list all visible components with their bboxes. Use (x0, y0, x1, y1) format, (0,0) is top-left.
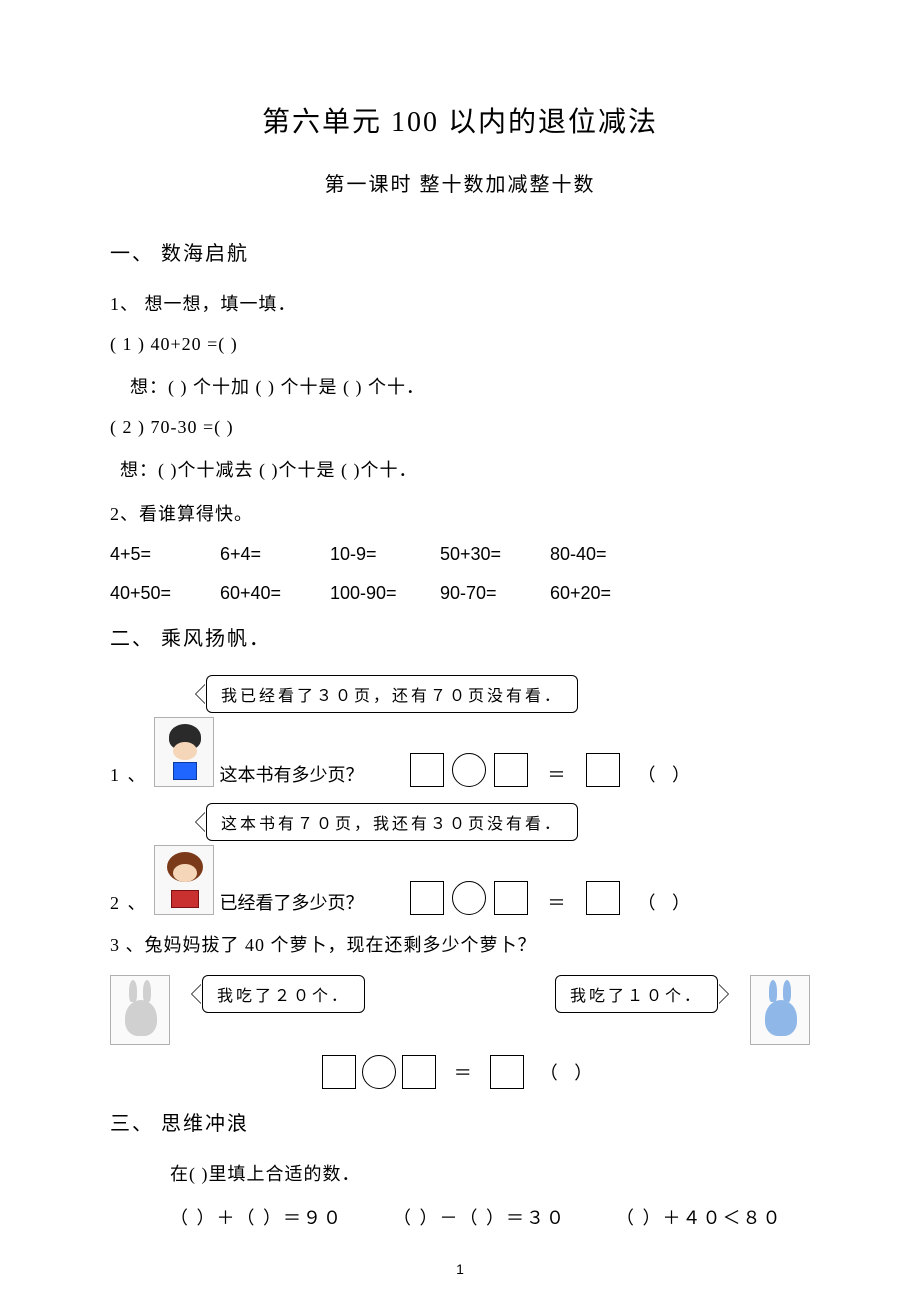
unit-paren: （ ） (638, 761, 697, 787)
equation: 100-90= (330, 583, 410, 604)
equation: 10-9= (330, 544, 410, 565)
page-subtitle: 第一课时 整十数加减整十数 (110, 168, 810, 197)
fill-blank: （ ）＋４０＜８０ (616, 1204, 783, 1230)
q1a-think: 想：( ) 个十加 ( ) 个十是 ( ) 个十． (110, 373, 810, 399)
girl-reading-icon (154, 845, 214, 915)
equation-row-1: 4+5= 6+4= 10-9= 50+30= 80-40= (110, 544, 810, 565)
rabbit-row: 我吃了２０个． 我吃了１０个． (110, 975, 810, 1045)
equation: 80-40= (550, 544, 630, 565)
speech-bubble: 我已经看了３０页，还有７０页没有看． (206, 675, 578, 713)
answer-box (586, 881, 620, 915)
page-number: 1 (0, 1261, 920, 1277)
answer-box (402, 1055, 436, 1089)
unit-paren: （ ） (638, 889, 697, 915)
equals-sign: ＝ (548, 889, 566, 915)
equation: 40+50= (110, 583, 190, 604)
equals-sign: ＝ (548, 761, 566, 787)
boy-reading-icon (154, 717, 214, 787)
equation: 60+20= (550, 583, 630, 604)
answer-box (410, 753, 444, 787)
answer-box (322, 1055, 356, 1089)
section-3-intro: 在( )里填上合适的数． (110, 1160, 810, 1186)
equals-sign: ＝ (454, 1059, 472, 1085)
word-problem-1: 我已经看了３０页，还有７０页没有看． 1 、 这本书有多少页？ ＝ （ ） (110, 675, 810, 787)
page-title: 第六单元 100 以内的退位减法 (110, 100, 810, 140)
worksheet-page: 第六单元 100 以内的退位减法 第一课时 整十数加减整十数 一、 数海启航 1… (0, 0, 920, 1303)
problem-number: 1 、 (110, 761, 148, 787)
rabbit-blue-icon (750, 975, 810, 1045)
problem-3-equation: ＝ （ ） (110, 1055, 810, 1089)
fill-blank: （ ）＋（ ）＝９０ (170, 1204, 343, 1230)
q1a: ( 1 ) 40+20 =( ) (110, 334, 810, 355)
q1b: ( 2 ) 70-30 =( ) (110, 417, 810, 438)
operator-circle (452, 881, 486, 915)
problem-text: 这本书有多少页？ (220, 761, 364, 787)
q2-head: 2、看谁算得快。 (110, 500, 810, 526)
operator-circle (362, 1055, 396, 1089)
answer-box (494, 881, 528, 915)
word-problem-2: 这本书有７０页，我还有３０页没有看． 2 、 已经看了多少页？ ＝ （ ） (110, 803, 810, 915)
equation: 50+30= (440, 544, 520, 565)
rabbit-grey-icon (110, 975, 170, 1045)
equation: 6+4= (220, 544, 300, 565)
fill-row: （ ）＋（ ）＝９０ （ ）－（ ）＝３０ （ ）＋４０＜８０ (110, 1204, 810, 1230)
fill-blank: （ ）－（ ）＝３０ (393, 1204, 566, 1230)
section-1-head: 一、 数海启航 (110, 237, 810, 266)
answer-box (494, 753, 528, 787)
speech-bubble: 这本书有７０页，我还有３０页没有看． (206, 803, 578, 841)
q1b-think: 想：( )个十减去 ( )个十是 ( )个十． (110, 456, 810, 482)
speech-bubble: 我吃了１０个． (555, 975, 718, 1013)
equation-row-2: 40+50= 60+40= 100-90= 90-70= 60+20= (110, 583, 810, 604)
section-3-head: 三、 思维冲浪 (110, 1107, 810, 1136)
answer-box (490, 1055, 524, 1089)
equation: 4+5= (110, 544, 190, 565)
equation: 90-70= (440, 583, 520, 604)
problem-text: 已经看了多少页？ (220, 889, 364, 915)
operator-circle (452, 753, 486, 787)
speech-bubble: 我吃了２０个． (202, 975, 365, 1013)
word-problem-3-text: 3 、兔妈妈拔了 40 个萝卜，现在还剩多少个萝卜？ (110, 931, 810, 957)
q1-head: 1、 想一想，填一填． (110, 290, 810, 316)
section-2-head: 二、 乘风扬帆． (110, 622, 810, 651)
unit-paren: （ ） (540, 1059, 599, 1085)
answer-box (410, 881, 444, 915)
problem-number: 2 、 (110, 889, 148, 915)
answer-box (586, 753, 620, 787)
equation: 60+40= (220, 583, 300, 604)
